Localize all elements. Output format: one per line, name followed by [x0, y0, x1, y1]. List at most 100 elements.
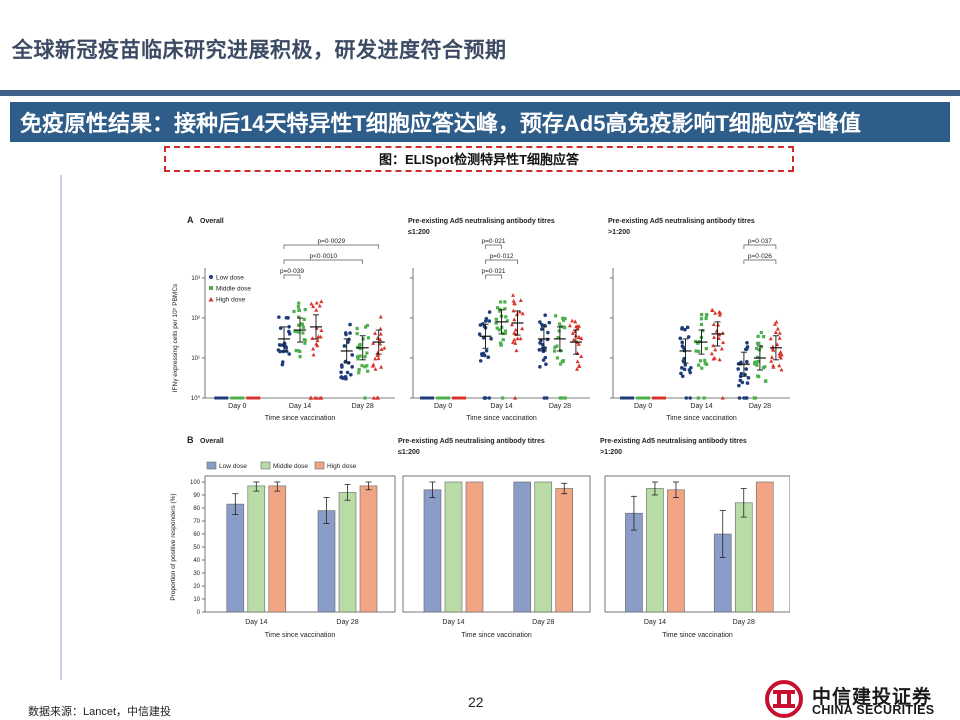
- scatter-panel-1-point: [299, 322, 304, 326]
- scatter-panel-2-point: [484, 316, 489, 321]
- header-divider: [0, 90, 960, 96]
- scatter-panel-2-title-line: ≤1:200: [408, 229, 430, 236]
- scatter-panel-2-point: [480, 353, 484, 358]
- bar-panel-1-title: Overall: [200, 438, 224, 445]
- scatter-panel-3-point: [720, 395, 725, 400]
- scatter-panel-2-point: [571, 337, 576, 342]
- scatter-panel-1-point: [376, 352, 381, 357]
- scatter-panel-1-point: [341, 376, 346, 380]
- scatter-panel-2-point: [557, 329, 561, 333]
- bar-panel-1-y-tick-label: 20: [193, 584, 200, 590]
- scatter-panel-2-point: [538, 365, 542, 369]
- scatter-panel-3-point: [683, 363, 688, 367]
- scatter-panel-1-point: [294, 348, 298, 353]
- scatter-panel-3-point: [702, 396, 706, 400]
- bar-panel-1-legend-label: Low dose: [219, 463, 247, 470]
- scatter-panel-3-point: [740, 380, 745, 385]
- scatter-panel-2-x-tick-label: Day 14: [490, 403, 512, 410]
- scatter-panel-2-p-value: p=0·021: [481, 238, 505, 245]
- scatter-panel-2-point: [542, 347, 547, 351]
- scatter-panel-3-point: [759, 345, 763, 349]
- scatter-panel-1-point: [297, 315, 301, 319]
- scatter-panel-2-point: [575, 359, 580, 364]
- bar-panel-1-y-tick-label: 0: [197, 610, 201, 616]
- scatter-panel-2-point: [558, 396, 562, 400]
- scatter-panel-3-point: [712, 335, 717, 339]
- scatter-panel-3-point: [721, 340, 726, 345]
- bar-panel-1-frame: [204, 475, 396, 613]
- scatter-panel-1-point: [365, 364, 369, 368]
- scatter-panel-1-bracket: [283, 259, 364, 264]
- scatter-panel-3-point: [680, 366, 684, 370]
- scatter-panel-3-point: [775, 326, 780, 331]
- scatter-panel-2-point: [514, 348, 519, 353]
- scatter-panel-1-y-tick-label: 10²: [191, 316, 200, 322]
- scatter-panel-1-point: [376, 356, 381, 361]
- scatter-panel-1-point: [284, 316, 289, 320]
- bar-panel-1-bar: [338, 492, 357, 613]
- scatter-panel-3-point: [680, 374, 685, 379]
- scatter-panel-1-point: [311, 304, 316, 309]
- scatter-panel-1-point: [315, 343, 320, 348]
- scatter-panel-1-point: [350, 353, 355, 357]
- scatter-panel-3-point: [717, 312, 722, 317]
- scatter-panel-1-point: [277, 315, 281, 319]
- scatter-panel-2-point: [558, 362, 563, 366]
- scatter-panel-3-x-tick-label: Day 14: [690, 403, 712, 410]
- side-divider: [60, 175, 62, 680]
- scatter-panel-2-point: [518, 336, 523, 341]
- scatter-panel-3-point: [739, 360, 743, 365]
- scatter-panel-3-point: [713, 310, 718, 315]
- scatter-panel-1-point: [357, 371, 361, 375]
- scatter-panel-1-point: [378, 331, 383, 336]
- bar-panel-1-legend-label: High dose: [327, 463, 357, 470]
- bar-panel-3-bar: [755, 481, 774, 613]
- scatter-panel-1-y-tick-label: 10¹: [191, 356, 200, 362]
- scatter-panel-2-point: [570, 318, 575, 323]
- scatter-panel-2-point: [576, 341, 581, 346]
- bar-panel-2-frame: [402, 475, 591, 613]
- scatter-panel-3-point: [679, 371, 683, 376]
- scatter-panel-3-point: [759, 330, 763, 335]
- scatter-panel-2-point: [494, 317, 498, 321]
- bar-panel-1-y-tick-label: 90: [193, 493, 200, 499]
- scatter-panel-2-point: [573, 319, 578, 324]
- scatter-panel-2-point: [478, 359, 483, 363]
- bar-panel-2-bar: [513, 481, 532, 613]
- scatter-panel-1-point: [278, 343, 283, 347]
- scatter-panel-2-point: [477, 332, 482, 336]
- scatter-panel-1-point: [315, 338, 320, 343]
- scatter-panel-2-point: [515, 336, 520, 341]
- scatter-panel-3-point: [701, 329, 705, 333]
- scatter-panel-1-legend-marker: [209, 286, 213, 290]
- scatter-panel-1-point: [373, 356, 378, 361]
- scatter-panel-1-point: [296, 305, 300, 309]
- scatter-panel-3-point: [711, 322, 716, 327]
- bar-panel-3-x-label: Time since vaccination: [662, 632, 733, 639]
- scatter-panel-2-point: [504, 315, 508, 319]
- scatter-panel-3-point: [705, 362, 709, 366]
- scatter-panel-3-p-value: p=0·037: [748, 238, 772, 245]
- scatter-panel-3-point: [717, 357, 722, 362]
- scatter-panel-1-x-tick-label: Day 28: [352, 403, 374, 410]
- scatter-panel-3-point: [704, 347, 708, 351]
- scatter-panel-1-point: [280, 362, 285, 367]
- scatter-panel-3-point: [696, 396, 700, 400]
- scatter-panel-3-point: [738, 374, 743, 379]
- scatter-panel-3-point: [777, 354, 782, 358]
- scatter-panel-2-point: [505, 319, 509, 323]
- scatter-panel-2-point: [576, 335, 581, 339]
- scatter-panel-1-point: [311, 352, 316, 357]
- scatter-panel-3-point: [773, 330, 778, 334]
- scatter-panel-1-point: [358, 354, 362, 358]
- bar-panel-1-x-label: Time since vaccination: [265, 632, 336, 639]
- scatter-panel-3-point: [756, 374, 760, 378]
- bar-panel-2-title-line: Pre-existing Ad5 neutralising antibody t…: [398, 438, 545, 445]
- scatter-panel-2-point: [511, 340, 516, 344]
- scatter-panel-3-point: [697, 363, 701, 367]
- scatter-panel-3-point: [696, 341, 700, 345]
- scatter-panel-3-point: [744, 367, 749, 371]
- scatter-panel-3-point: [771, 364, 776, 369]
- scatter-panel-3-point: [718, 310, 723, 315]
- page-title: 全球新冠疫苗临床研究进展积极，研发进度符合预期: [12, 39, 507, 62]
